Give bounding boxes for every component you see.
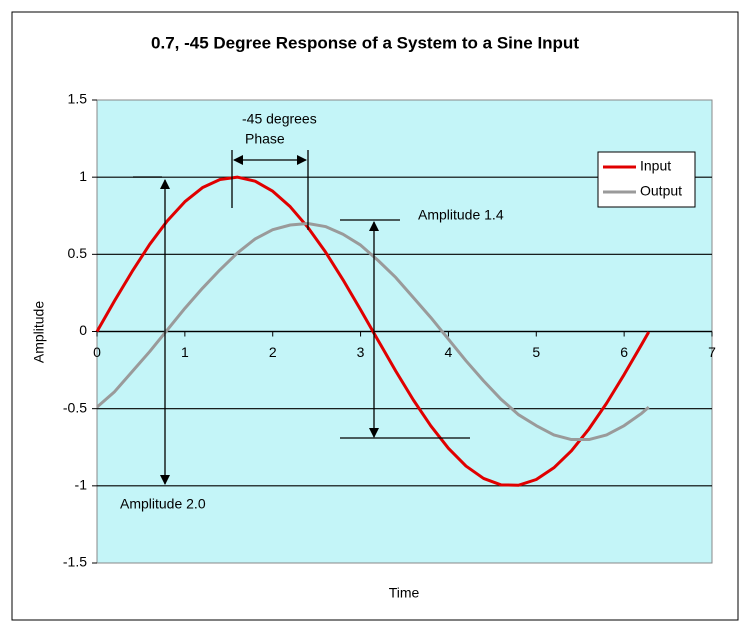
legend: Input Output: [597, 151, 696, 208]
chart-title: 0.7, -45 Degree Response of a System to …: [151, 33, 579, 52]
x-tick-label: 4: [445, 344, 453, 360]
grid: -1.5 -1 -0.5 0 0.5 1 1.5 0 1 2 3 4 5 6 7: [63, 91, 716, 570]
y-tick-label: 0.5: [68, 245, 88, 261]
annotation: Phase: [245, 131, 285, 147]
y-tick-label: -1: [75, 477, 88, 493]
y-tick-label: 1: [79, 168, 87, 184]
annotation: Amplitude 1.4: [418, 207, 504, 223]
y-axis-label: Amplitude: [31, 301, 47, 363]
x-tick-label: 2: [269, 344, 277, 360]
legend-label: Input: [640, 158, 671, 174]
y-tick-label: -0.5: [63, 399, 87, 415]
annotation: -45 degrees: [242, 111, 317, 127]
legend-label: Output: [640, 183, 682, 199]
annotation: Amplitude 2.0: [120, 496, 206, 512]
annotation-arrows: [133, 150, 470, 485]
x-tick-label: 0: [93, 344, 101, 360]
x-tick-label: 1: [181, 344, 189, 360]
x-tick-label: 5: [532, 344, 540, 360]
y-tick-label: 1.5: [68, 91, 88, 107]
x-axis-label: Time: [389, 585, 420, 601]
y-tick-label: -1.5: [63, 554, 87, 570]
x-tick-label: 7: [708, 344, 716, 360]
legend-box: [597, 151, 696, 208]
x-tick-label: 6: [620, 344, 628, 360]
x-tick-label: 3: [357, 344, 365, 360]
y-tick-label: 0: [79, 322, 87, 338]
